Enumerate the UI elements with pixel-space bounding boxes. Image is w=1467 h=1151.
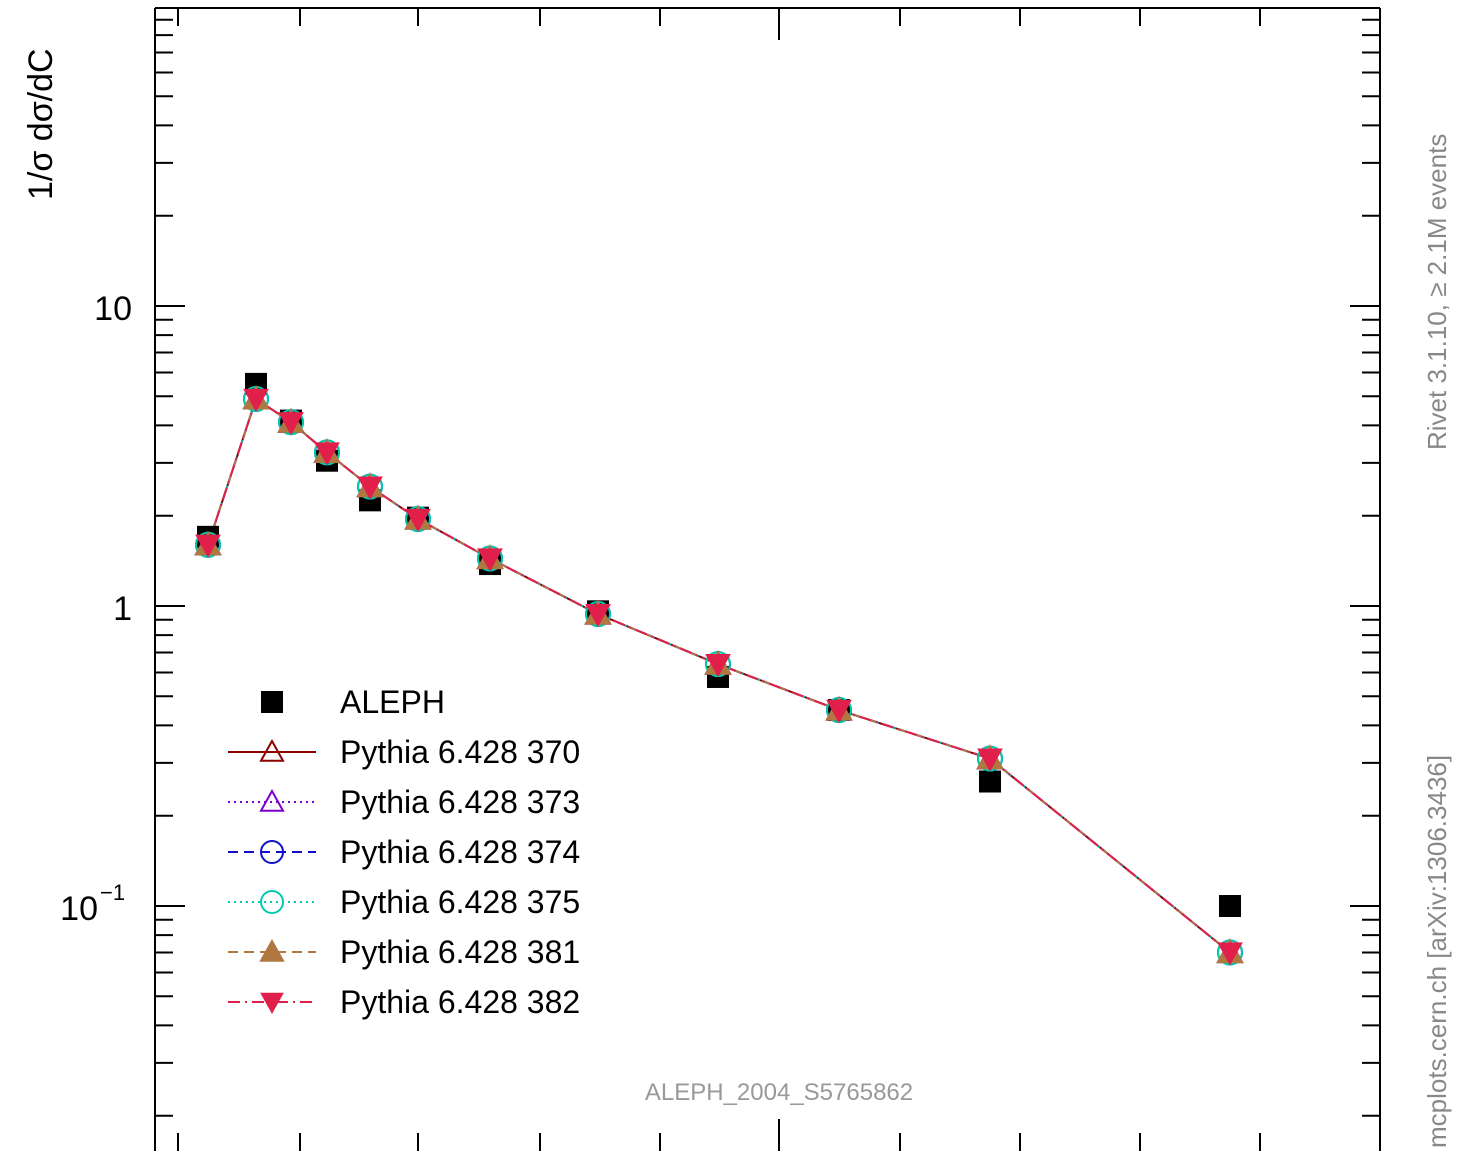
data-point-s6-2 (278, 412, 304, 436)
data-point-s6-6 (477, 548, 503, 572)
mcplots-source-label: mcplots.cern.ch [arXiv:1306.3436] (1422, 755, 1452, 1148)
data-point-s6-3 (314, 442, 340, 466)
data-point-s6-10 (977, 748, 1003, 772)
legend: ALEPH Pythia 6.428 370 Pythia 6.428 373 Pyt… (228, 684, 580, 1020)
data-point-s6-4 (357, 476, 383, 500)
legend-label-6: Pythia 6.428 382 (340, 984, 580, 1020)
rivet-version-label: Rivet 3.1.10, ≥ 2.1M events (1422, 134, 1452, 450)
legend-label-0: ALEPH (340, 684, 445, 720)
data-markers (194, 372, 1244, 966)
axes-frame (154, 7, 1381, 1151)
series-line-6 (207, 397, 1231, 954)
y-axis-label: 1/σ dσ/dC (22, 48, 60, 200)
legend-label-1: Pythia 6.428 370 (340, 734, 580, 770)
data-point-s6-8 (705, 654, 731, 678)
legend-label-3: Pythia 6.428 374 (340, 834, 580, 870)
legend-label-5: Pythia 6.428 381 (340, 934, 580, 970)
legend-marker-5 (259, 938, 285, 962)
data-point-s0-10 (979, 770, 1001, 793)
legend-marker-0 (261, 691, 283, 713)
data-point-s6-9 (826, 699, 852, 724)
data-point-s6-1 (243, 388, 269, 412)
legend-marker-2 (259, 788, 285, 812)
legend-marker-6 (260, 992, 284, 1015)
data-point-s6-0 (195, 534, 221, 558)
data-point-s6-11 (1217, 942, 1243, 966)
legend-marker-4 (260, 890, 284, 914)
y-tick-label-0.1-exponent: −1 (100, 880, 125, 905)
data-point-s6-5 (405, 508, 431, 533)
analysis-watermark: ALEPH_2004_S5765862 (645, 1079, 913, 1106)
legend-label-2: Pythia 6.428 373 (340, 784, 580, 820)
y-tick-label-10: 10 (94, 290, 132, 328)
legend-label-4: Pythia 6.428 375 (340, 884, 580, 920)
y-tick-label-0.1-base: 10 (60, 890, 98, 928)
data-point-s6-7 (585, 603, 611, 628)
data-point-s0-11 (1219, 895, 1241, 917)
legend-marker-1 (259, 738, 285, 762)
legend-marker-3 (260, 840, 284, 864)
series-line-4 (207, 397, 1231, 954)
y-tick-label-1: 1 (113, 590, 132, 628)
